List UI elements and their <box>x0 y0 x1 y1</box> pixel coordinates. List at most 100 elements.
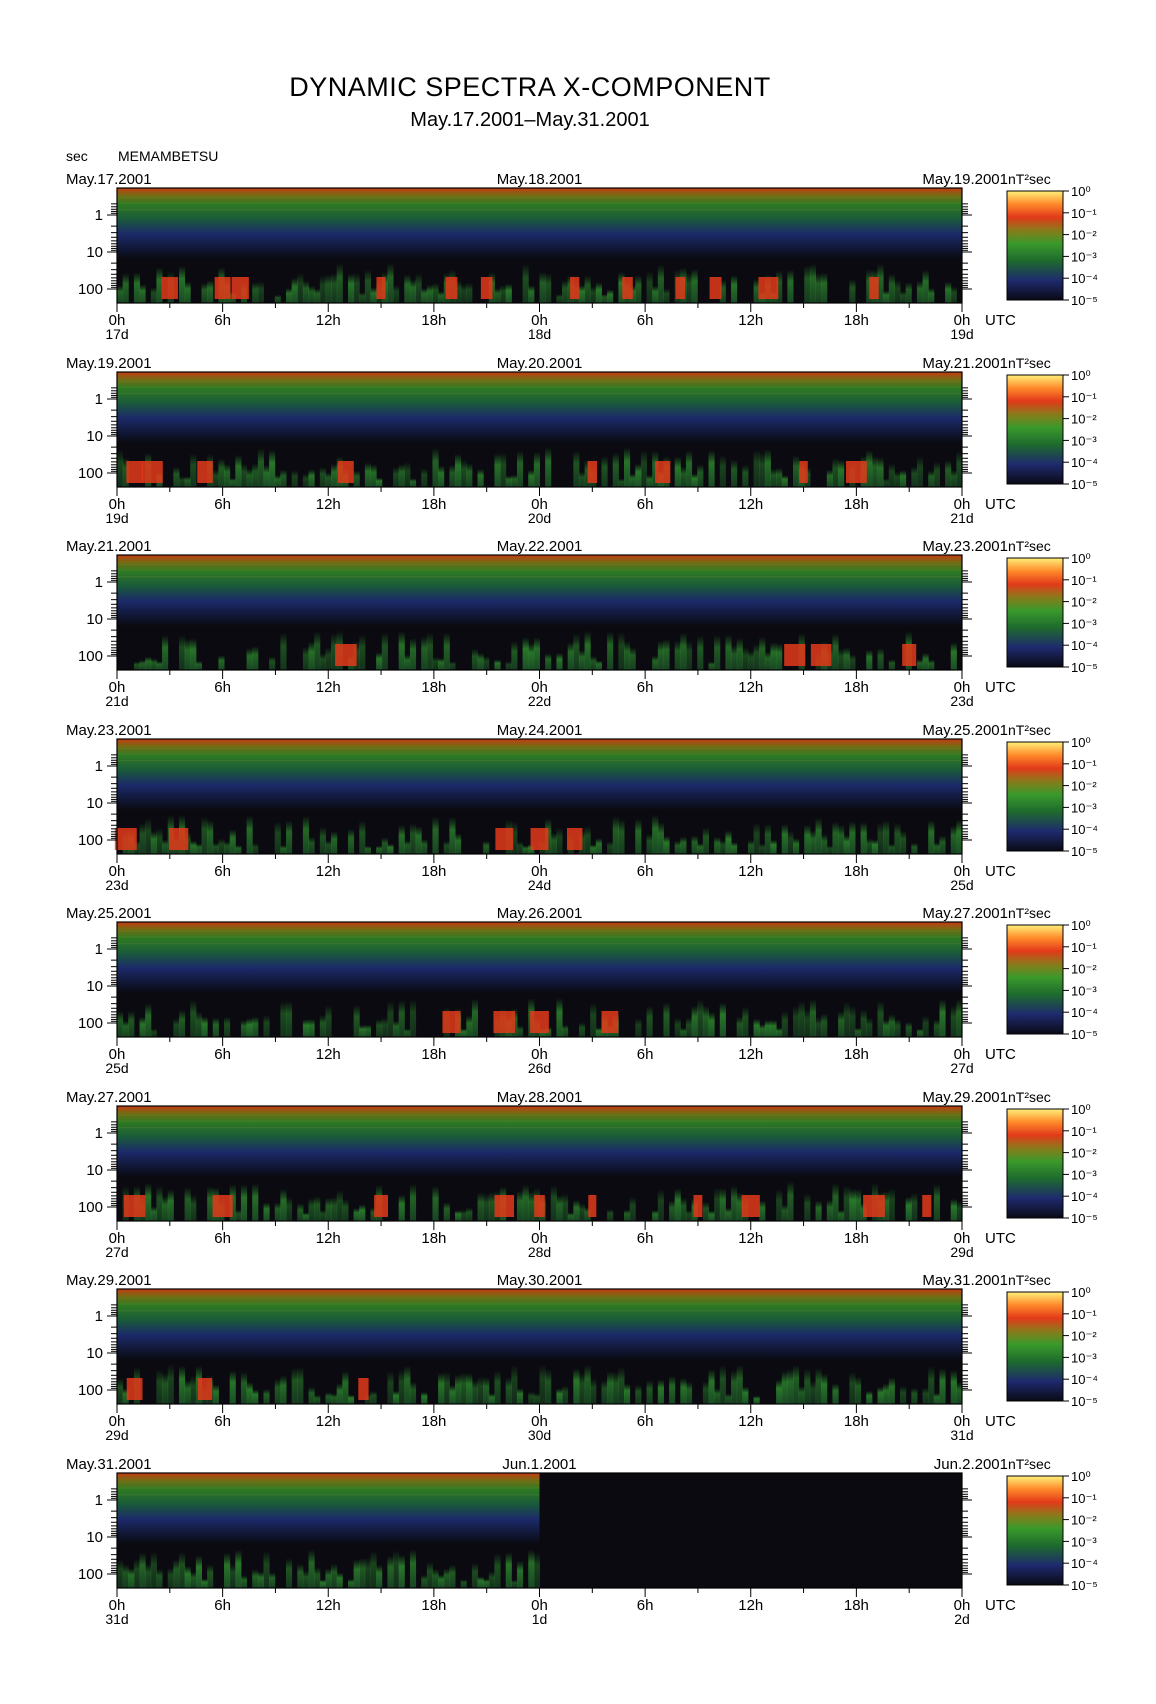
activity-bar <box>832 1383 839 1404</box>
activity-bar <box>528 285 535 303</box>
activity-bar <box>319 1209 326 1221</box>
activity-bar <box>184 1565 191 1588</box>
activity-bar <box>787 269 794 303</box>
y-tick-label: 100 <box>78 832 103 849</box>
day-label: 19d <box>105 510 128 526</box>
x-unit-label: UTC <box>985 863 1016 880</box>
activity-bar <box>443 1202 450 1221</box>
colorbar-label: 10⁻⁴ <box>1071 638 1098 653</box>
activity-bar <box>133 272 141 303</box>
y-tick-label: 100 <box>78 1199 103 1216</box>
activity-bar <box>201 816 208 854</box>
x-unit-label: UTC <box>985 679 1016 696</box>
activity-bar <box>629 647 636 670</box>
activity-bar <box>781 1370 788 1404</box>
x-tick-label: 0h <box>954 863 971 880</box>
day-label: 31d <box>950 1427 973 1443</box>
activity-bar <box>370 464 377 487</box>
x-tick-label: 0h <box>531 312 548 329</box>
activity-bar <box>516 841 524 854</box>
activity-bar <box>150 658 157 670</box>
activity-bar <box>781 823 788 854</box>
activity-bar <box>297 1563 304 1588</box>
activity-bar <box>398 463 405 487</box>
activity-bar <box>776 1027 783 1037</box>
x-tick-label: 6h <box>637 863 654 880</box>
activity-bar <box>398 1000 405 1037</box>
activity-bar <box>128 1568 135 1588</box>
activity-bar <box>286 1558 293 1588</box>
panel-date-start: May.27.2001 <box>66 1089 152 1106</box>
activity-bar <box>353 641 360 670</box>
burst-mark <box>493 1011 516 1033</box>
activity-bar <box>302 473 310 487</box>
activity-bar <box>516 450 524 487</box>
activity-bar <box>601 1380 608 1404</box>
activity-bar <box>911 1192 918 1221</box>
activity-bar <box>302 1019 310 1037</box>
burst-mark <box>530 1011 549 1033</box>
activity-bar <box>156 1185 163 1221</box>
activity-bar <box>150 1028 157 1037</box>
activity-bar <box>809 830 817 854</box>
colorbar-label: 10⁻¹ <box>1071 1491 1097 1506</box>
day-label: 25d <box>950 877 973 893</box>
activity-bar <box>218 838 225 854</box>
activity-bar <box>139 284 146 303</box>
activity-bar <box>359 1557 366 1588</box>
activity-bar <box>415 826 422 854</box>
activity-bar <box>229 1184 236 1221</box>
x-tick-label: 12h <box>738 1597 763 1614</box>
colorbar-label: 10⁰ <box>1071 918 1091 933</box>
activity-bar <box>607 1371 614 1404</box>
activity-bar <box>516 1560 524 1588</box>
y-tick-label: 1 <box>95 758 103 775</box>
activity-bar <box>325 1392 332 1404</box>
x-tick-label: 6h <box>637 312 654 329</box>
activity-bar <box>455 1374 462 1404</box>
activity-bar <box>252 646 259 670</box>
day-label: 28d <box>528 1244 551 1260</box>
activity-bar <box>640 449 648 487</box>
activity-bar <box>364 1024 371 1037</box>
activity-bar <box>207 1564 214 1588</box>
activity-bar <box>229 829 236 854</box>
activity-bar <box>759 451 766 487</box>
activity-bar <box>573 1368 580 1404</box>
x-unit-label: UTC <box>985 1413 1016 1430</box>
activity-bar <box>443 840 450 854</box>
activity-bar <box>280 632 287 670</box>
activity-bar <box>556 827 563 854</box>
activity-bar <box>770 839 777 854</box>
activity-bar <box>595 838 602 854</box>
activity-bar <box>404 274 411 303</box>
activity-bar <box>697 635 704 670</box>
x-tick-label: 18h <box>844 1597 869 1614</box>
activity-bar <box>911 466 918 487</box>
activity-bar <box>618 819 625 854</box>
activity-bar <box>685 1381 693 1404</box>
x-tick-label: 0h <box>954 1230 971 1247</box>
activity-bar <box>409 823 417 854</box>
activity-bar <box>511 474 518 487</box>
x-tick-label: 12h <box>316 496 341 513</box>
activity-bar <box>607 841 614 854</box>
activity-bar <box>347 828 355 854</box>
activity-bar <box>849 279 856 303</box>
activity-bar <box>201 1016 208 1037</box>
colorbar-label: 10⁻¹ <box>1071 390 1097 405</box>
activity-bar <box>702 827 709 854</box>
activity-bar <box>928 470 935 487</box>
activity-bar <box>139 1016 146 1037</box>
activity-bar <box>804 1368 811 1404</box>
activity-bar <box>900 1386 907 1404</box>
activity-bar <box>117 1010 124 1037</box>
activity-bar <box>731 842 738 854</box>
activity-bar <box>263 1388 270 1404</box>
y-unit-label: sec <box>66 148 88 164</box>
activity-bar <box>528 1191 535 1221</box>
activity-bar <box>381 632 388 670</box>
colorbar-label: 10⁻⁵ <box>1071 1394 1098 1409</box>
activity-bar <box>178 1009 186 1037</box>
activity-bar <box>928 659 935 670</box>
